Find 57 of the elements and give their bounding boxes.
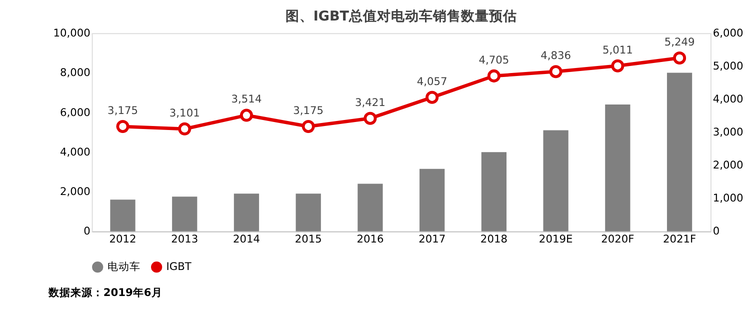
bar [543, 130, 568, 232]
bar [481, 152, 507, 232]
point [240, 108, 254, 122]
x-tick-label: 2018 [480, 232, 508, 246]
bar [110, 200, 136, 232]
legend-label: IGBT [166, 260, 192, 273]
data-label: 3,175 [293, 104, 324, 117]
y2-tick-label: 4,000 [712, 92, 744, 106]
x-tick-label: 2014 [232, 232, 260, 246]
point [116, 120, 130, 133]
data-label: 3,101 [169, 106, 200, 120]
x-tick-label: 2015 [294, 232, 322, 246]
x-tick-label: 2020F [601, 232, 634, 246]
data-label: 5,011 [602, 43, 633, 56]
data-label: 5,249 [664, 35, 695, 48]
chart-title: 图、IGBT总值对电动车销售数量预估 [285, 8, 517, 25]
bar [666, 72, 692, 232]
y2-tick-label: 6,000 [712, 26, 744, 40]
x-tick-label: 2013 [171, 232, 198, 246]
y-tick-label: 8,000 [60, 66, 91, 80]
point [487, 69, 500, 82]
point [178, 122, 192, 136]
bar [605, 104, 630, 232]
y2-tick-label: 2,000 [712, 158, 744, 172]
data-label: 3,421 [355, 96, 386, 109]
y2-tick-label: 5,000 [712, 60, 744, 73]
bar [420, 168, 445, 232]
y-tick-label: 10,000 [53, 26, 91, 40]
data-label: 3,175 [108, 104, 138, 117]
y-tick-label: 2,000 [60, 185, 91, 198]
point [302, 120, 315, 133]
point [673, 51, 686, 64]
x-tick-label: 2019E [538, 232, 573, 246]
point [549, 65, 562, 78]
source-note: 数据来源：2019年6月 [47, 286, 162, 300]
y2-tick-label: 3,000 [712, 126, 744, 139]
y-tick-label: 4,000 [60, 145, 91, 158]
y2-tick-label: 0 [712, 224, 720, 238]
bar [358, 184, 383, 232]
point [611, 59, 624, 72]
y-tick-label: 6,000 [60, 106, 91, 119]
x-tick-label: 2012 [109, 232, 136, 246]
x-tick-label: 2017 [418, 232, 446, 246]
data-label: 3,514 [231, 92, 262, 106]
legend-label: 电动车 [107, 260, 140, 273]
bar [296, 194, 321, 232]
point [364, 112, 377, 125]
y2-tick-label: 1,000 [712, 192, 744, 205]
bar [172, 196, 198, 232]
x-tick-label: 2016 [356, 232, 384, 246]
bar [234, 194, 260, 232]
point [426, 90, 439, 104]
x-tick-label: 2021F [662, 232, 696, 246]
data-label: 4,836 [540, 49, 572, 62]
y-tick-label: 0 [84, 224, 91, 238]
data-label: 4,057 [416, 74, 448, 88]
data-label: 4,705 [478, 53, 510, 66]
